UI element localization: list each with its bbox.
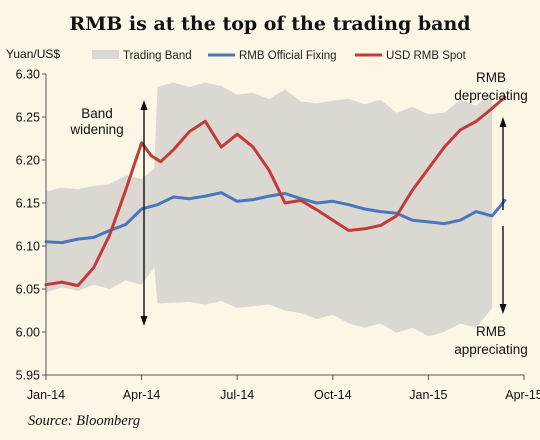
legend-label-usd-rmb-spot: USD RMB Spot [386,50,467,62]
band-widening-arrowhead-top [140,100,148,110]
x-tick-label: Jan-14 [27,388,65,402]
y-tick-label: 6.30 [16,68,40,82]
annotation-band-widening: Band widening [69,100,148,326]
y-tick-label: 6.25 [16,111,40,125]
annotation-top-line2: depreciating [454,88,528,103]
annotation-band-line1: Band [81,106,113,121]
annotation-band-line2: widening [69,122,123,137]
trading-band-area [46,82,493,337]
plot-area [44,82,507,337]
legend-swatch-trading-band [92,50,119,59]
legend-label-trading-band: Trading Band [123,50,192,62]
legend: Trading Band RMB Official Fixing USD RMB… [92,50,467,62]
x-tick-labels: Jan-14 Apr-14 Jul-14 Oct-14 Jan-15 Apr-15 [27,375,540,402]
annotation-top-line1: RMB [476,70,506,85]
x-tick-label: Jan-15 [409,388,447,402]
annotation-bottom-line2: appreciating [454,342,528,357]
y-axis-label: Yuan/US$ [6,47,60,61]
y-tick-label: 6.10 [16,240,40,254]
official-fixing-line [44,191,507,245]
x-tick-label: Oct-14 [314,388,352,402]
y-tick-labels: 6.30 6.25 6.20 6.15 6.10 6.05 6.00 5.95 [16,68,46,383]
y-tick-label: 5.95 [16,369,40,383]
band-widening-arrowhead-bottom [140,316,148,326]
annotation-rmb-depreciating: RMB depreciating [454,70,528,210]
y-tick-label: 6.20 [16,154,40,168]
source-note: Source: Bloomberg [28,413,140,429]
x-tick-label: Apr-15 [505,388,540,402]
annotation-rmb-appreciating: RMB appreciating [454,226,528,357]
depreciating-arrowhead [499,117,507,127]
usd-rmb-spot-line [44,95,507,288]
chart-title: RMB is at the top of the trading band [69,13,470,35]
axes [45,74,524,376]
y-tick-label: 6.15 [16,197,40,211]
annotation-bottom-line1: RMB [476,324,506,339]
y-tick-label: 6.05 [16,283,40,297]
x-tick-label: Jul-14 [220,388,254,402]
y-tick-label: 6.00 [16,326,40,340]
x-tick-label: Apr-14 [123,388,161,402]
appreciating-arrowhead [499,304,507,314]
legend-label-official-fixing: RMB Official Fixing [239,50,337,62]
